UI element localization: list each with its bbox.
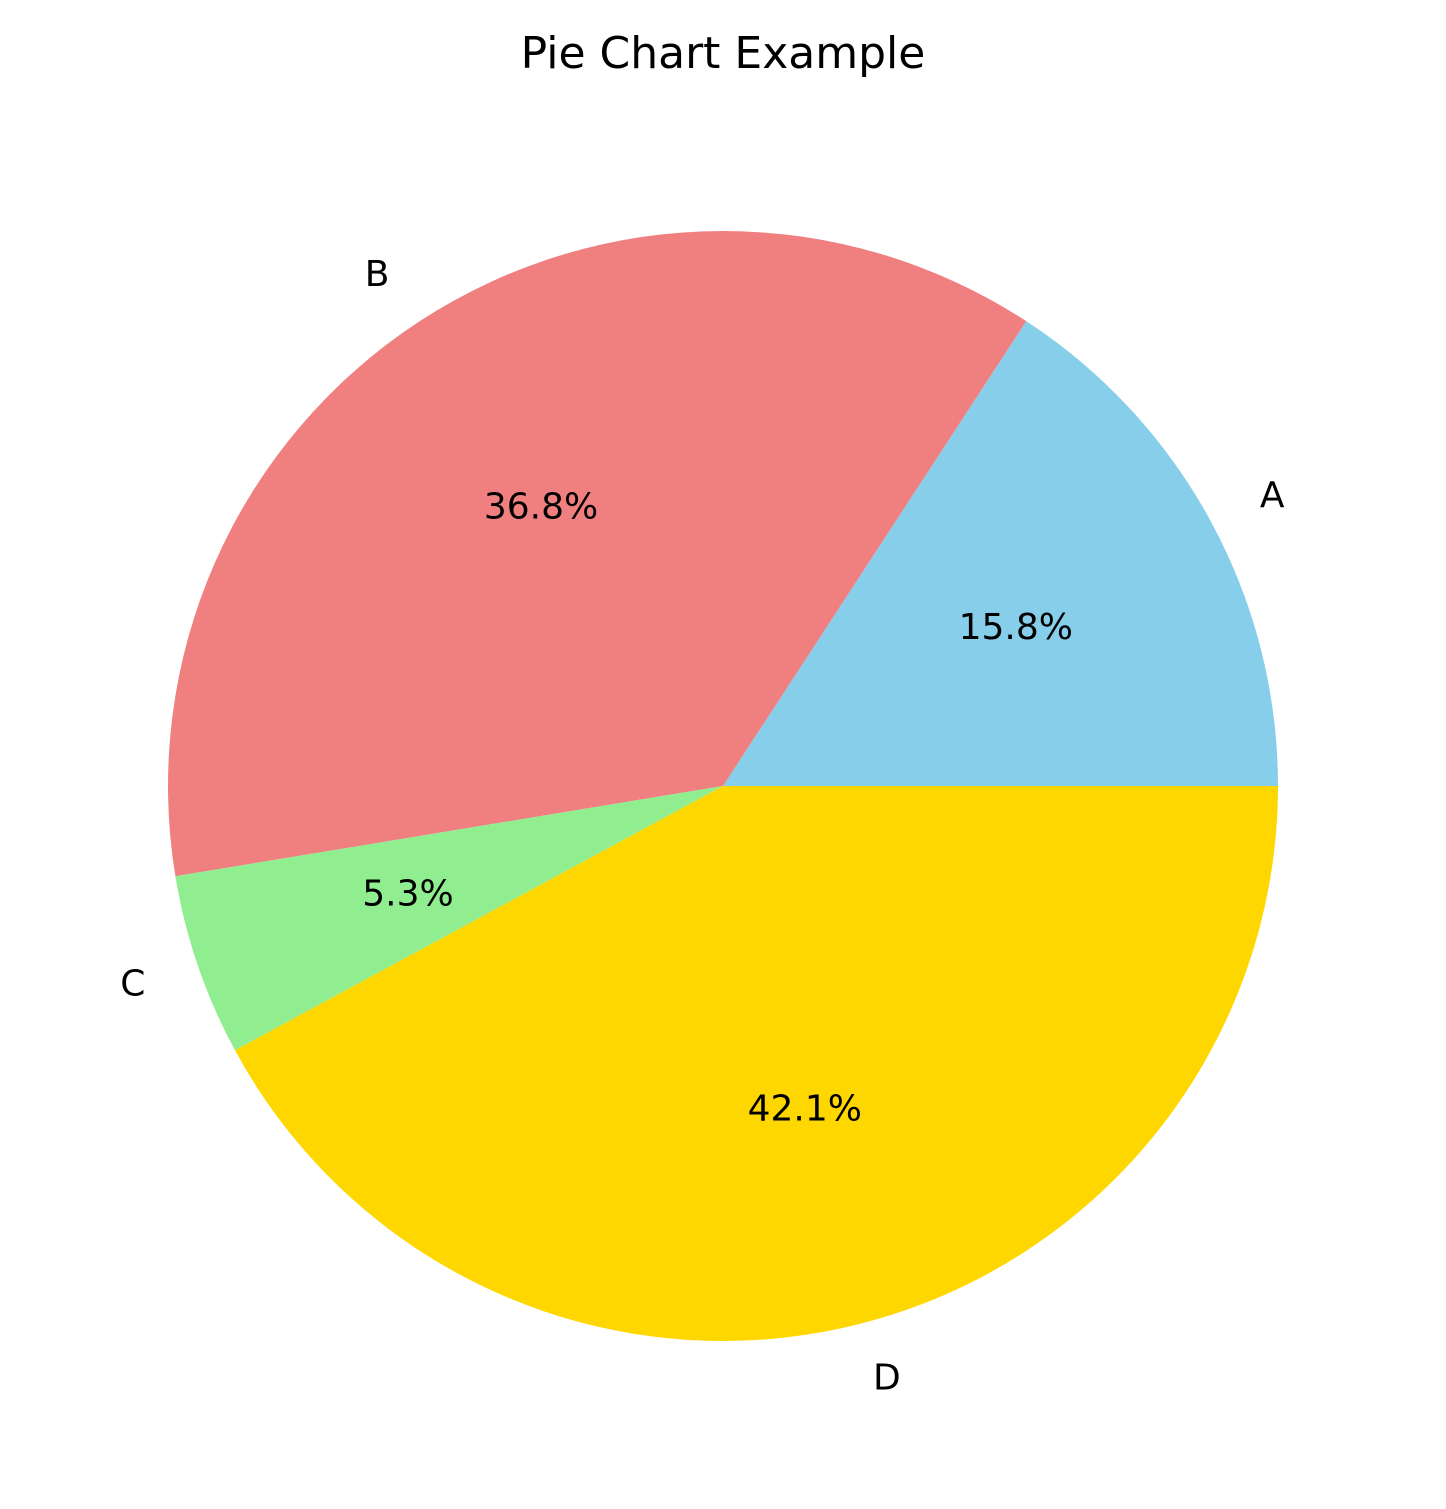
- percent-label-b: 36.8%: [484, 487, 598, 528]
- slice-label-d: D: [873, 1357, 901, 1398]
- pie-slices: [167, 230, 1278, 1341]
- slice-label-a: A: [1260, 475, 1285, 516]
- pie-slice-a: [723, 321, 1278, 786]
- pie-slice-b: [167, 230, 1027, 877]
- slice-label-b: B: [365, 254, 390, 295]
- chart-title: Pie Chart Example: [521, 28, 926, 79]
- pie-labels: A 15.8% B 36.8% C 5.3% D 42.1%: [120, 254, 1285, 1398]
- slice-label-c: C: [120, 963, 145, 1004]
- percent-label-a: 15.8%: [959, 607, 1073, 648]
- pie-slice-d: [234, 786, 1278, 1341]
- percent-label-d: 42.1%: [748, 1088, 862, 1129]
- percent-label-c: 5.3%: [362, 873, 453, 914]
- pie-slice-c: [175, 786, 724, 1051]
